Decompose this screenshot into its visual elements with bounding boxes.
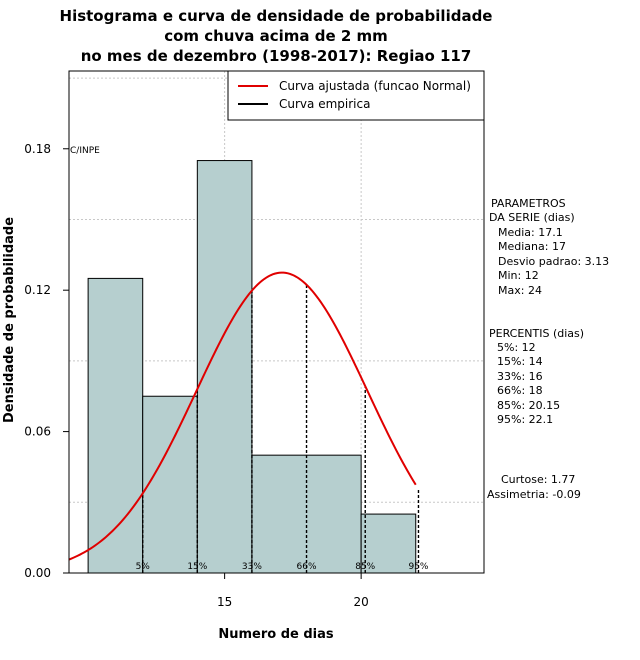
percentis-panel: PERCENTIS (dias) 5%: 12 15%: 14 33%: 16 … [489,327,584,426]
chart-title-line-3: no mes de dezembro (1998-2017): Regiao 1… [81,47,472,65]
y-tick-label-2: 0.12 [24,283,51,297]
percentil-85: 85%: 20.15 [497,399,560,412]
parameter-desvio: Desvio padrao: 3.13 [498,255,609,268]
chart-title-line-2: com chuva acima de 2 mm [164,27,388,45]
y-tick-label-0: 0.00 [24,566,51,580]
histogram-bar-4 [360,513,417,574]
legend-box [227,70,485,121]
y-tick-label-3: 0.18 [24,142,51,156]
legend-label-normal: Curva ajustada (funcao Normal) [279,79,471,93]
percentile-label-2: 33% [242,562,262,572]
histogram-bar-2 [196,160,253,574]
parameters-heading-2: DA SERIE (dias) [489,211,575,224]
x-tick-label-0: 15 [217,595,232,609]
percentil-33: 33%: 16 [497,370,543,383]
axes: 15 20 0.00 0.06 0.12 0.18 [24,142,368,609]
normal-curve-group [68,271,417,561]
y-axis-label: Densidade de probabilidade [2,217,17,423]
percentil-66: 66%: 18 [497,384,543,397]
legend: Curva ajustada (funcao Normal) Curva emp… [227,70,485,121]
watermark-text: C/INPE [70,146,100,156]
chart-title-line-1: Histograma e curva de densidade de proba… [60,7,493,25]
parameters-heading-1: PARAMETROS [491,197,566,210]
percentile-label-3: 66% [297,562,317,572]
y-tick-label-1: 0.06 [24,425,51,439]
percentile-label-1: 15% [187,562,207,572]
normal-curve [68,271,417,561]
percentile-lines: 5% 15% 33% 66% 85% 95% [136,284,429,573]
percentile-label-5: 95% [408,562,428,572]
assimetria-text: Assimetria: -0.09 [487,488,581,501]
parameter-media: Media: 17.1 [498,226,563,239]
percentil-95: 95%: 22.1 [497,413,553,426]
percentile-label-4: 85% [355,562,375,572]
x-tick-label-1: 20 [353,595,368,609]
histogram-bar-3 [251,454,362,574]
x-axis-label: Numero de dias [218,627,334,642]
percentil-15: 15%: 14 [497,355,543,368]
parameters-panel: PARAMETROS DA SERIE (dias) Media: 17.1 M… [489,197,609,297]
histogram-bar-0 [87,277,144,574]
shape-panel: Curtose: 1.77 Assimetria: -0.09 [487,473,581,501]
histogram-bars [87,160,417,574]
percentil-5: 5%: 12 [497,341,536,354]
legend-label-empirical: Curva empirica [279,97,370,111]
curtose-text: Curtose: 1.77 [501,473,575,486]
parameter-max: Max: 24 [498,284,542,297]
parameter-mediana: Mediana: 17 [498,240,566,253]
histogram-bar-1 [142,395,198,574]
parameter-min: Min: 12 [498,269,539,282]
percentile-label-0: 5% [136,562,151,572]
percentis-heading: PERCENTIS (dias) [489,327,584,340]
